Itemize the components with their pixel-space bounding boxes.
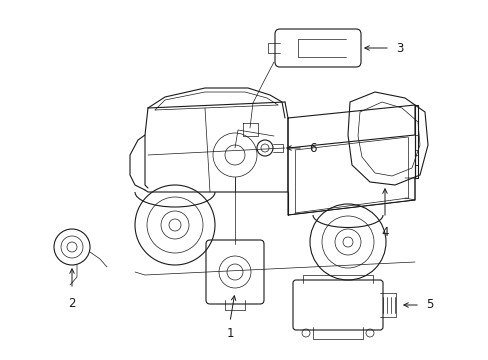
Text: 1: 1 <box>226 327 233 340</box>
Text: 6: 6 <box>308 141 316 154</box>
Text: 4: 4 <box>381 226 388 239</box>
Text: 2: 2 <box>68 297 76 310</box>
Text: 3: 3 <box>395 41 403 54</box>
Text: 5: 5 <box>425 298 432 311</box>
